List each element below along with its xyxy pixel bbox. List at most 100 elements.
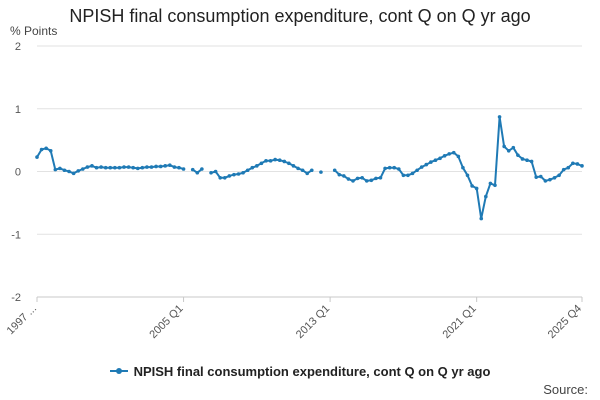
data-point (177, 165, 181, 170)
data-point (90, 164, 94, 168)
data-point (305, 171, 310, 176)
data-point (264, 159, 268, 163)
data-point (456, 154, 461, 159)
data-point (154, 164, 158, 169)
data-point (397, 167, 401, 171)
data-point (557, 173, 561, 178)
data-point (406, 173, 410, 178)
data-point (241, 170, 245, 175)
data-point (488, 181, 493, 186)
data-point (424, 162, 429, 167)
y-axis-unit-label: % Points (10, 24, 58, 38)
data-point (53, 167, 58, 172)
data-point (209, 170, 213, 175)
data-point (195, 170, 200, 175)
data-point (470, 184, 474, 188)
data-point (259, 161, 264, 166)
data-point (113, 165, 117, 170)
y-tick-label: 1 (15, 104, 21, 116)
source-label: Source: (543, 382, 588, 397)
data-point (135, 166, 140, 171)
data-point (282, 159, 287, 164)
data-point (525, 158, 529, 163)
data-point (534, 175, 539, 179)
data-point (245, 168, 250, 173)
data-point (461, 165, 465, 170)
data-point (493, 183, 497, 188)
data-point (387, 165, 392, 170)
data-point (232, 172, 236, 177)
data-point (575, 162, 580, 166)
data-point (222, 175, 227, 180)
data-point (200, 167, 204, 171)
data-point (516, 153, 520, 157)
data-point (360, 175, 364, 180)
data-point (250, 165, 255, 170)
data-point (80, 167, 85, 171)
legend-swatch (109, 367, 128, 374)
data-point (580, 164, 584, 168)
data-point (479, 216, 484, 221)
data-point (451, 150, 456, 155)
data-point (392, 165, 397, 170)
data-point (383, 166, 387, 171)
data-point (140, 165, 145, 170)
data-point (520, 157, 525, 161)
data-point (190, 167, 195, 172)
data-point (62, 168, 67, 173)
data-point (474, 186, 479, 191)
data-point (296, 166, 300, 171)
data-point (369, 178, 374, 183)
y-tick-label: -2 (11, 292, 21, 304)
data-point (506, 148, 511, 153)
x-tick-label: 2005 Q1 (147, 303, 185, 341)
data-point (273, 157, 277, 162)
data-point (415, 168, 419, 173)
series-line (334, 115, 583, 220)
y-tick-label: -1 (11, 229, 21, 241)
data-point (438, 156, 442, 161)
data-point (538, 174, 543, 179)
data-point (236, 172, 241, 176)
data-point (309, 168, 314, 173)
data-point (571, 161, 575, 166)
data-point (351, 179, 355, 183)
data-point (131, 165, 135, 170)
data-point (561, 167, 566, 172)
data-point (58, 166, 62, 171)
data-point (337, 172, 342, 177)
data-point (149, 165, 154, 169)
data-point (484, 194, 488, 199)
data-point (497, 115, 502, 119)
data-point (291, 164, 296, 168)
data-point (108, 165, 113, 170)
data-point (122, 165, 126, 169)
legend-label: NPISH final consumption expenditure, con… (133, 364, 491, 379)
data-point (429, 160, 433, 164)
x-tick-label: 1997 ... (5, 303, 39, 337)
data-point (39, 147, 44, 152)
data-point (71, 171, 76, 176)
data-point (447, 152, 451, 156)
data-point (48, 148, 53, 153)
data-point (410, 171, 415, 176)
data-point (355, 176, 360, 181)
data-point (94, 165, 99, 170)
data-point (227, 174, 232, 178)
data-point (332, 168, 337, 173)
data-point (218, 175, 222, 180)
data-point (268, 159, 273, 163)
data-point (465, 173, 470, 178)
x-tick-label: 2021 Q1 (440, 303, 478, 341)
data-point (158, 164, 163, 169)
data-point (364, 179, 369, 183)
data-point (117, 165, 122, 170)
data-point (543, 179, 548, 183)
data-point (126, 165, 131, 169)
data-point (172, 165, 177, 169)
data-point (277, 158, 282, 163)
data-point (342, 174, 346, 178)
legend[interactable]: NPISH final consumption expenditure, con… (0, 364, 600, 379)
